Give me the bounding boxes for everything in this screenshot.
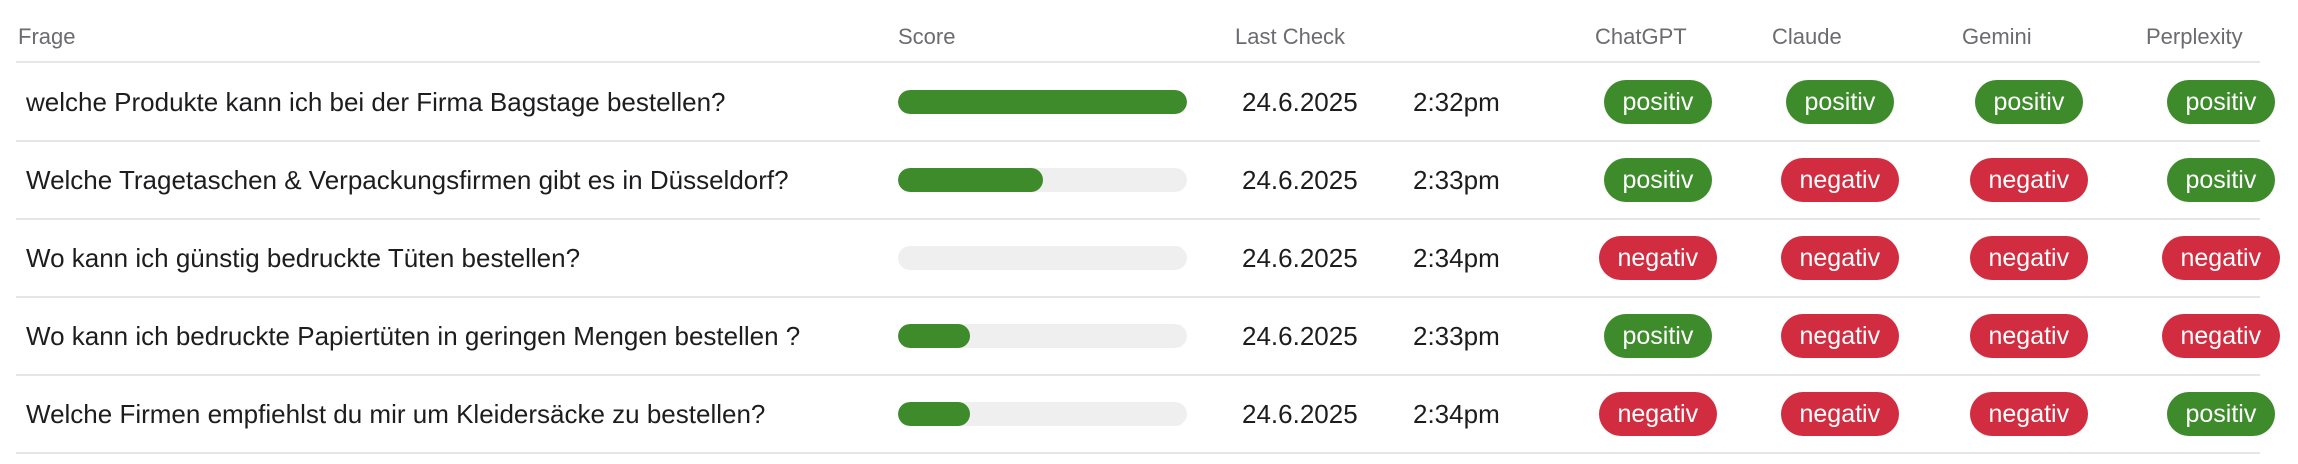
score-bar-fill bbox=[898, 168, 1043, 192]
col-header-claude[interactable]: Claude bbox=[1772, 24, 1842, 49]
table-header: Frage Score Last Check ChatGPT Claude Ge… bbox=[0, 0, 2298, 62]
last-check-time: 2:34pm bbox=[1413, 399, 1500, 429]
claude-status-badge: positiv bbox=[1785, 80, 1895, 124]
table-row[interactable]: Wo kann ich günstig bedruckte Tüten best… bbox=[0, 220, 2298, 296]
perplexity-status-badge: negativ bbox=[2161, 236, 2281, 280]
table-row[interactable]: welche Produkte kann ich bei der Firma B… bbox=[0, 64, 2298, 140]
last-check-date: 24.6.2025 bbox=[1242, 321, 1358, 351]
last-check-time: 2:32pm bbox=[1413, 87, 1500, 117]
chatgpt-status-badge: positiv bbox=[1603, 314, 1713, 358]
score-bar bbox=[898, 402, 1187, 426]
header-divider bbox=[16, 61, 2260, 63]
chatgpt-status-badge: negativ bbox=[1598, 236, 1718, 280]
col-header-perplexity[interactable]: Perplexity bbox=[2146, 24, 2243, 49]
perplexity-status-badge: positiv bbox=[2166, 80, 2276, 124]
gemini-status-badge: negativ bbox=[1969, 158, 2089, 202]
claude-status-badge: negativ bbox=[1780, 392, 1900, 436]
row-divider bbox=[16, 140, 2260, 142]
last-check-time: 2:33pm bbox=[1413, 321, 1500, 351]
score-bar-fill bbox=[898, 324, 971, 348]
row-divider bbox=[16, 218, 2260, 220]
claude-status-badge: negativ bbox=[1780, 158, 1900, 202]
last-check-date: 24.6.2025 bbox=[1242, 399, 1358, 429]
last-check-date: 24.6.2025 bbox=[1242, 87, 1358, 117]
gemini-status-badge: negativ bbox=[1969, 392, 2089, 436]
col-header-frage[interactable]: Frage bbox=[18, 24, 76, 49]
score-bar bbox=[898, 90, 1187, 114]
score-bar bbox=[898, 246, 1187, 270]
question-text: welche Produkte kann ich bei der Firma B… bbox=[26, 87, 726, 117]
last-check-date: 24.6.2025 bbox=[1242, 243, 1358, 273]
chatgpt-status-badge: positiv bbox=[1603, 80, 1713, 124]
score-bar bbox=[898, 324, 1187, 348]
last-check-time: 2:33pm bbox=[1413, 165, 1500, 195]
chatgpt-status-badge: positiv bbox=[1603, 158, 1713, 202]
table-row[interactable]: Welche Firmen empfiehlst du mir um Kleid… bbox=[0, 376, 2298, 452]
col-header-last-check[interactable]: Last Check bbox=[1235, 24, 1346, 49]
perplexity-status-badge: positiv bbox=[2166, 158, 2276, 202]
col-header-score[interactable]: Score bbox=[898, 24, 956, 49]
question-text: Welche Firmen empfiehlst du mir um Kleid… bbox=[26, 399, 766, 429]
score-bar-fill bbox=[898, 402, 971, 426]
score-bar-fill bbox=[898, 90, 1187, 114]
last-check-time: 2:34pm bbox=[1413, 243, 1500, 273]
table-row[interactable]: Wo kann ich bedruckte Papiertüten in ger… bbox=[0, 298, 2298, 374]
gemini-status-badge: positiv bbox=[1974, 80, 2084, 124]
table-row[interactable]: Welche Tragetaschen & Verpackungsfirmen … bbox=[0, 142, 2298, 218]
score-bar bbox=[898, 168, 1187, 192]
gemini-status-badge: negativ bbox=[1969, 314, 2089, 358]
row-divider bbox=[16, 296, 2260, 298]
row-divider bbox=[16, 452, 2260, 454]
perplexity-status-badge: positiv bbox=[2166, 392, 2276, 436]
question-text: Wo kann ich bedruckte Papiertüten in ger… bbox=[26, 321, 801, 351]
question-text: Welche Tragetaschen & Verpackungsfirmen … bbox=[26, 165, 789, 195]
row-divider bbox=[16, 374, 2260, 376]
claude-status-badge: negativ bbox=[1780, 236, 1900, 280]
chatgpt-status-badge: negativ bbox=[1598, 392, 1718, 436]
col-header-gemini[interactable]: Gemini bbox=[1962, 24, 2032, 49]
col-header-chatgpt[interactable]: ChatGPT bbox=[1595, 24, 1687, 49]
question-text: Wo kann ich günstig bedruckte Tüten best… bbox=[26, 243, 581, 273]
perplexity-status-badge: negativ bbox=[2161, 314, 2281, 358]
last-check-date: 24.6.2025 bbox=[1242, 165, 1358, 195]
gemini-status-badge: negativ bbox=[1969, 236, 2089, 280]
claude-status-badge: negativ bbox=[1780, 314, 1900, 358]
